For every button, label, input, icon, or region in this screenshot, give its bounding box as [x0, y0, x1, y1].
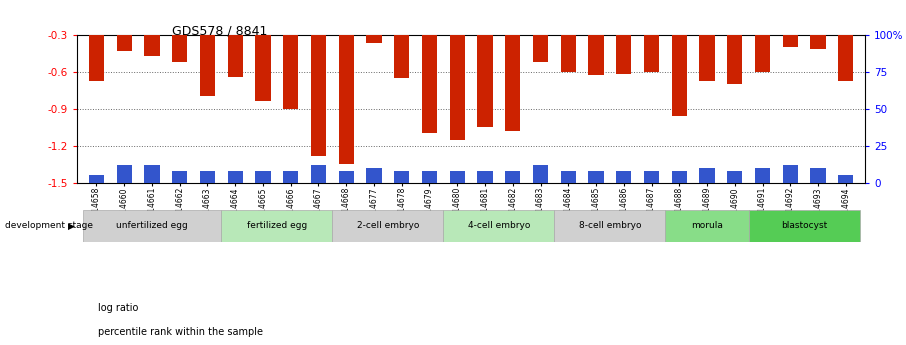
Bar	[221, 210, 333, 241]
Text: percentile rank within the sample: percentile rank within the sample	[98, 327, 263, 337]
Bar	[616, 34, 631, 74]
Bar	[200, 171, 215, 183]
Bar	[644, 171, 660, 183]
Bar	[449, 34, 465, 140]
Bar	[477, 34, 493, 127]
Bar	[366, 168, 381, 183]
Bar	[82, 210, 221, 241]
Bar	[89, 34, 104, 81]
Bar	[810, 34, 825, 49]
Bar	[783, 165, 798, 183]
Bar	[227, 171, 243, 183]
Bar	[838, 34, 853, 81]
Text: morula: morula	[691, 221, 723, 230]
Bar	[311, 34, 326, 156]
Bar	[172, 171, 188, 183]
Bar	[366, 34, 381, 43]
Bar	[255, 34, 271, 101]
Bar	[671, 171, 687, 183]
Bar	[561, 171, 576, 183]
Bar	[200, 34, 215, 96]
Bar	[144, 165, 159, 183]
Bar	[117, 34, 132, 51]
Bar	[506, 34, 520, 131]
Bar	[339, 34, 354, 164]
Bar	[422, 171, 437, 183]
Bar	[449, 171, 465, 183]
Bar	[443, 210, 554, 241]
Text: GDS578 / 8841: GDS578 / 8841	[172, 24, 267, 37]
Bar	[561, 34, 576, 72]
Bar	[255, 171, 271, 183]
Bar	[748, 210, 860, 241]
Bar	[144, 34, 159, 56]
Bar	[477, 171, 493, 183]
Text: ▶: ▶	[68, 221, 75, 230]
Bar	[506, 171, 520, 183]
Bar	[311, 165, 326, 183]
Bar	[533, 165, 548, 183]
Bar	[533, 34, 548, 62]
Bar	[89, 175, 104, 183]
Bar	[644, 34, 660, 72]
Bar	[728, 34, 742, 84]
Bar	[333, 210, 443, 241]
Bar	[554, 210, 665, 241]
Bar	[394, 34, 410, 78]
Text: unfertilized egg: unfertilized egg	[116, 221, 188, 230]
Text: development stage: development stage	[5, 221, 92, 230]
Bar	[728, 171, 742, 183]
Text: 4-cell embryo: 4-cell embryo	[467, 221, 530, 230]
Text: 2-cell embryo: 2-cell embryo	[357, 221, 419, 230]
Bar	[422, 34, 437, 134]
Bar	[339, 171, 354, 183]
Bar	[755, 34, 770, 72]
Bar	[172, 34, 188, 62]
Bar	[283, 171, 298, 183]
Bar	[671, 34, 687, 116]
Bar	[117, 165, 132, 183]
Bar	[755, 168, 770, 183]
Bar	[783, 34, 798, 47]
Bar	[699, 34, 715, 81]
Bar	[616, 171, 631, 183]
Bar	[588, 171, 603, 183]
Text: blastocyst: blastocyst	[781, 221, 827, 230]
Text: log ratio: log ratio	[98, 303, 139, 313]
Bar	[394, 171, 410, 183]
Bar	[227, 34, 243, 77]
Bar	[665, 210, 748, 241]
Bar	[810, 168, 825, 183]
Bar	[588, 34, 603, 75]
Bar	[838, 175, 853, 183]
Text: 8-cell embryo: 8-cell embryo	[579, 221, 641, 230]
Text: fertilized egg: fertilized egg	[246, 221, 307, 230]
Bar	[283, 34, 298, 109]
Bar	[699, 168, 715, 183]
